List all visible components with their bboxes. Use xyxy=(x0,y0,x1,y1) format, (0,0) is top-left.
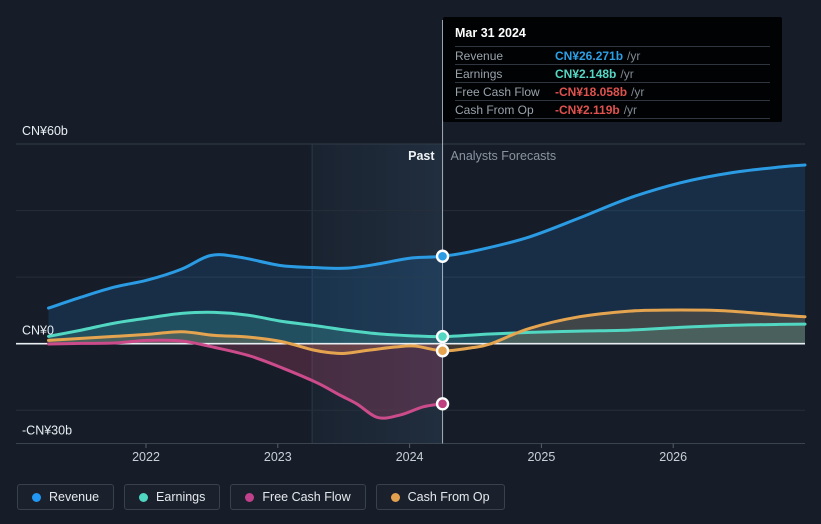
free-cash-flow-series-dot-icon xyxy=(245,492,255,502)
tooltip-suffix: /yr xyxy=(627,48,641,63)
earnings-line xyxy=(47,310,807,339)
tooltip-row-revenue: Revenue CN¥26.271b/yr xyxy=(455,47,770,65)
tooltip-value: -CN¥2.119b xyxy=(555,102,620,117)
legend-item-earnings[interactable]: Earnings xyxy=(124,484,221,510)
earnings-marker xyxy=(435,329,450,344)
x-axis-label: 2024 xyxy=(396,450,424,464)
x-axis-label: 2025 xyxy=(527,450,555,464)
legend-item-free-cash-flow[interactable]: Free Cash Flow xyxy=(230,484,366,510)
revenue-series-dot-icon xyxy=(32,492,41,502)
cash-from-op-line xyxy=(47,308,807,356)
tooltip-row-earnings: Earnings CN¥2.148b/yr xyxy=(455,65,770,83)
legend-item-cash-from-op[interactable]: Cash From Op xyxy=(375,484,505,510)
legend-label: Free Cash Flow xyxy=(262,490,351,504)
revenue-line xyxy=(47,163,807,310)
x-axis-label: 2023 xyxy=(264,450,292,464)
legend-label: Revenue xyxy=(49,490,100,504)
tooltip-label: Free Cash Flow xyxy=(455,84,540,99)
free-cash-flow-line xyxy=(47,338,445,420)
x-axis-label: 2026 xyxy=(659,450,687,464)
legend-item-revenue[interactable]: Revenue xyxy=(17,484,115,510)
y-axis-label: -CN¥30b xyxy=(22,424,72,438)
x-axis-label: 2022 xyxy=(132,450,160,464)
revenue-marker xyxy=(435,249,450,263)
cash-from-op-area xyxy=(48,309,805,354)
earnings-revenue-chart[interactable]: 2022 2023 2024 2025 2026 CN¥60b CN¥0 -CN¥30b Pas… xyxy=(0,0,821,470)
earnings-series-dot-icon xyxy=(139,492,149,502)
analysts-forecasts-label: Analysts Forecasts xyxy=(451,149,557,163)
tooltip-suffix: /yr xyxy=(620,66,634,81)
cash-from-op-series-dot-icon xyxy=(390,492,400,502)
legend-label: Cash From Op xyxy=(407,490,490,504)
past-year-band xyxy=(312,144,443,444)
tooltip-value: -CN¥18.058b xyxy=(555,84,628,99)
chart-tooltip: Mar 31 2024 Revenue CN¥26.271b/yr Earnings… xyxy=(443,17,782,122)
revenue-area xyxy=(48,165,805,344)
y-axis-label: CN¥60b xyxy=(22,124,68,138)
y-axis-label: CN¥0 xyxy=(22,324,54,338)
tooltip-date: Mar 31 2024 xyxy=(455,22,770,47)
tooltip-value: CN¥26.271b xyxy=(555,48,624,63)
legend-label: Earnings xyxy=(156,490,206,504)
tooltip-row-free-cash-flow: Free Cash Flow -CN¥18.058b/yr xyxy=(455,83,770,101)
tooltip-label: Revenue xyxy=(455,48,504,63)
tooltip-label: Earnings xyxy=(455,66,503,81)
free-cash-flow-area xyxy=(48,340,443,419)
tooltip-row-cash-from-op: Cash From Op -CN¥2.119b/yr xyxy=(455,101,770,119)
past-label: Past xyxy=(408,149,435,163)
tooltip-suffix: /yr xyxy=(623,102,638,117)
tooltip-suffix: /yr xyxy=(631,84,645,99)
tooltip-value: CN¥2.148b xyxy=(555,66,617,81)
tooltip-label: Cash From Op xyxy=(455,102,534,117)
cash-from-op-marker xyxy=(435,344,450,358)
free-cash-flow-marker xyxy=(435,397,450,411)
chart-legend: Revenue Earnings Free Cash Flow Cash From O… xyxy=(17,484,505,510)
